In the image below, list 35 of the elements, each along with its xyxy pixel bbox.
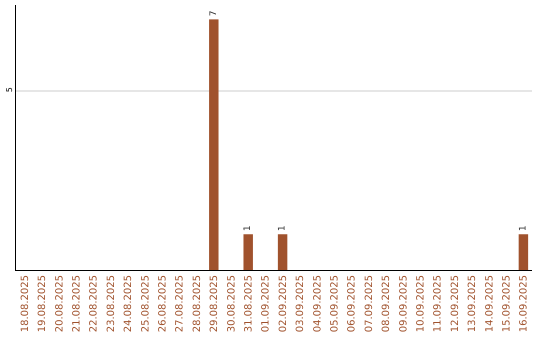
x-tick-label: 19.08.2025 (37, 275, 48, 332)
x-tick-label: 13.09.2025 (467, 275, 478, 332)
x-tick-label: 26.08.2025 (157, 275, 168, 332)
x-tick-label: 12.09.2025 (450, 275, 461, 332)
x-tick-label: 21.08.2025 (71, 275, 82, 332)
x-tick-label: 20.08.2025 (54, 275, 66, 332)
x-tick-label: 06.09.2025 (346, 275, 358, 332)
x-tick-label: 02.09.2025 (278, 275, 289, 332)
x-tick-label: 25.08.2025 (140, 275, 152, 332)
x-tick-label: 10.09.2025 (415, 275, 426, 332)
data-label: 1 (518, 225, 528, 232)
x-tick-label: 11.09.2025 (432, 275, 444, 332)
x-tick-label: 24.08.2025 (123, 275, 134, 332)
x-tick-label: 27.08.2025 (174, 275, 186, 332)
y-tick-label: 5 (4, 87, 14, 92)
x-tick-label: 23.08.2025 (106, 275, 117, 332)
x-tick-label: 04.09.2025 (312, 275, 324, 332)
x-tick-label: 31.08.2025 (243, 275, 254, 332)
data-label: 1 (278, 225, 288, 232)
data-label: 7 (208, 10, 219, 16)
x-tick-label: 22.08.2025 (88, 275, 100, 332)
x-tick-label: 18.08.2025 (20, 275, 31, 332)
x-tick-label: 05.09.2025 (329, 275, 340, 332)
x-tick-label: 07.09.2025 (364, 275, 375, 332)
x-tick-label: 14.09.2025 (484, 275, 496, 332)
x-tick-label: 15.09.2025 (501, 275, 512, 332)
x-tick-label: 03.09.2025 (295, 275, 306, 332)
x-tick-label: 16.09.2025 (518, 275, 530, 332)
x-tick-label: 29.08.2025 (209, 275, 220, 332)
x-tick-label: 28.08.2025 (192, 275, 203, 332)
x-tick-label: 09.09.2025 (398, 275, 410, 332)
data-label: 1 (243, 225, 254, 232)
x-tick-label: 08.09.2025 (381, 275, 392, 332)
x-tick-label: 30.08.2025 (226, 275, 238, 332)
x-tick-label: 01.09.2025 (260, 275, 272, 332)
